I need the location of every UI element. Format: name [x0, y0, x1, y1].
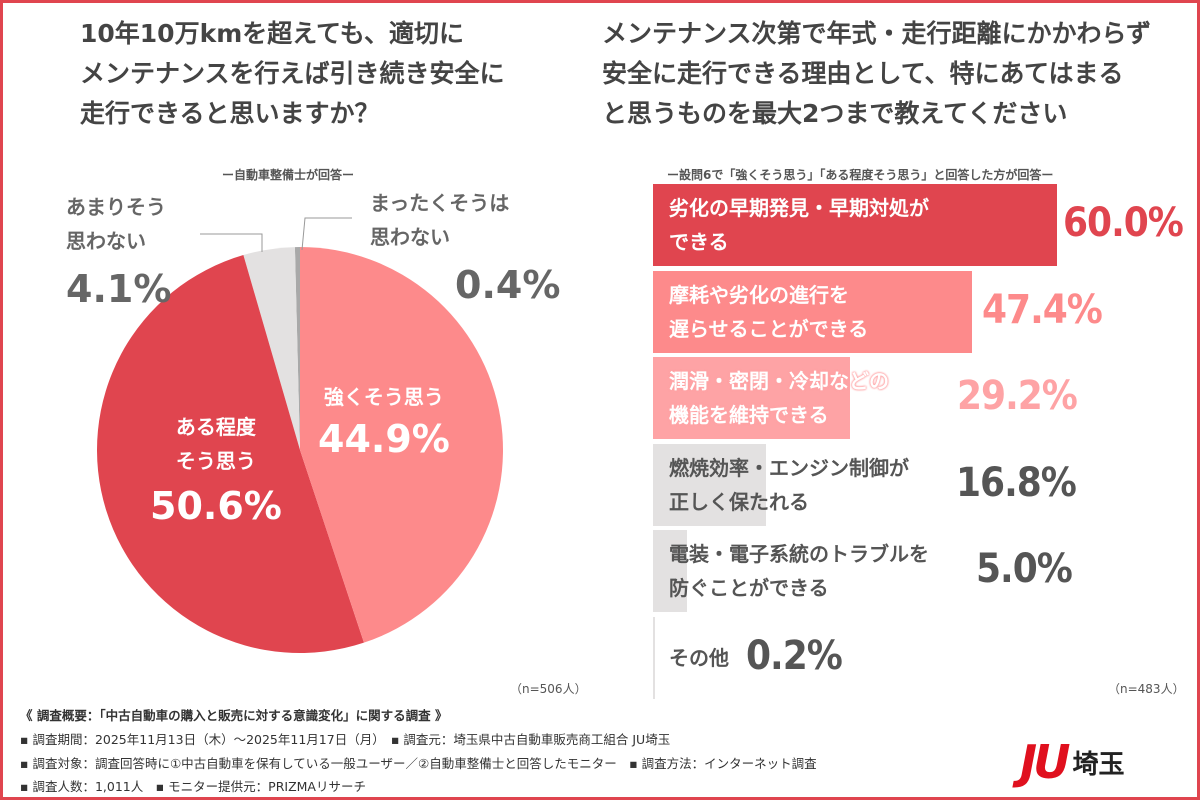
leader-line-strongly-disagree	[301, 217, 352, 251]
pie-label-strongly-disagree: まったくそうは 思わない 0.4%	[370, 191, 561, 307]
right-sample-size: （n=483人）	[1108, 682, 1185, 696]
pie-slice	[294, 247, 300, 450]
bar-label: 燃焼効率・エンジン制御が 正しく保たれる	[669, 455, 909, 514]
bar	[653, 357, 850, 440]
bar-value-label: 60.0%	[1063, 200, 1184, 246]
pie-slice	[96, 255, 364, 654]
pie-label-somewhat-agree: ある程度 そう思う 50.6%	[150, 415, 282, 528]
bar	[653, 184, 1057, 266]
footer-line: ▪ 調査期間：2025年11月13日（木）～2025年11月17日（月） ▪ 調…	[20, 732, 671, 747]
right-question-title: メンテナンス次第で年式・走行距離にかかわらず 安全に走行できる理由として、特にあ…	[602, 19, 1152, 128]
bar	[653, 530, 687, 613]
bar-value-label: 5.0%	[976, 546, 1073, 593]
bar-label: 摩耗や劣化の進行を 遅らせることができる	[669, 282, 869, 341]
bar-label: 潤滑・密閉・冷却などの 機能を維持できる	[669, 369, 889, 428]
bar-value-label: 0.2%	[746, 633, 843, 679]
left-sample-size: （n=506人）	[510, 682, 587, 696]
pie-label-strongly-agree: 強くそう思う 44.9%	[318, 385, 450, 461]
left-question-title: 10年10万kmを超えても、適切に メンテナンスを行えば引き続き安全に 走行でき…	[80, 19, 505, 128]
bar	[653, 443, 767, 526]
bar-value-label: 16.8%	[956, 459, 1077, 506]
footer-line: 《 調査概要：「中古自動車の購入と販売に対する意識変化」に関する調査 》	[20, 708, 448, 723]
logo-text: 埼玉	[1072, 749, 1125, 780]
bar	[653, 617, 655, 699]
footer-line: ▪ 調査人数：1,011人 ▪ モニター提供元：PRIZMAリサーチ	[20, 779, 366, 794]
bar	[653, 270, 973, 353]
pie-slice	[300, 247, 503, 643]
leader-line-somewhat-disagree	[200, 233, 263, 252]
bar-label: 劣化の早期発見・早期対処が できる	[669, 196, 929, 254]
pie-slice	[243, 247, 300, 450]
pie-chart	[96, 217, 503, 654]
pie-label-somewhat-disagree: あまりそう 思わない 4.1%	[66, 195, 172, 311]
bar-value-label: 47.4%	[982, 286, 1103, 333]
ju-saitama-logo: JU 埼玉	[1020, 735, 1124, 789]
bar-label: 電装・電子系統のトラブルを 防ぐことができる	[669, 542, 929, 601]
footer-line: ▪ 調査対象：調査回答時に①中古自動車を保有している一般ユーザー／②自動車整備士…	[20, 756, 817, 771]
bar-value-label: 29.2%	[957, 373, 1078, 420]
bar-label: その他	[669, 646, 729, 670]
logo-mark: JU	[1020, 735, 1071, 789]
right-subtitle: ー設問6で「強くそう思う」「ある程度そう思う」と回答した方が回答ー	[667, 168, 1054, 182]
left-subtitle: ー自動車整備士が回答ー	[222, 168, 355, 182]
